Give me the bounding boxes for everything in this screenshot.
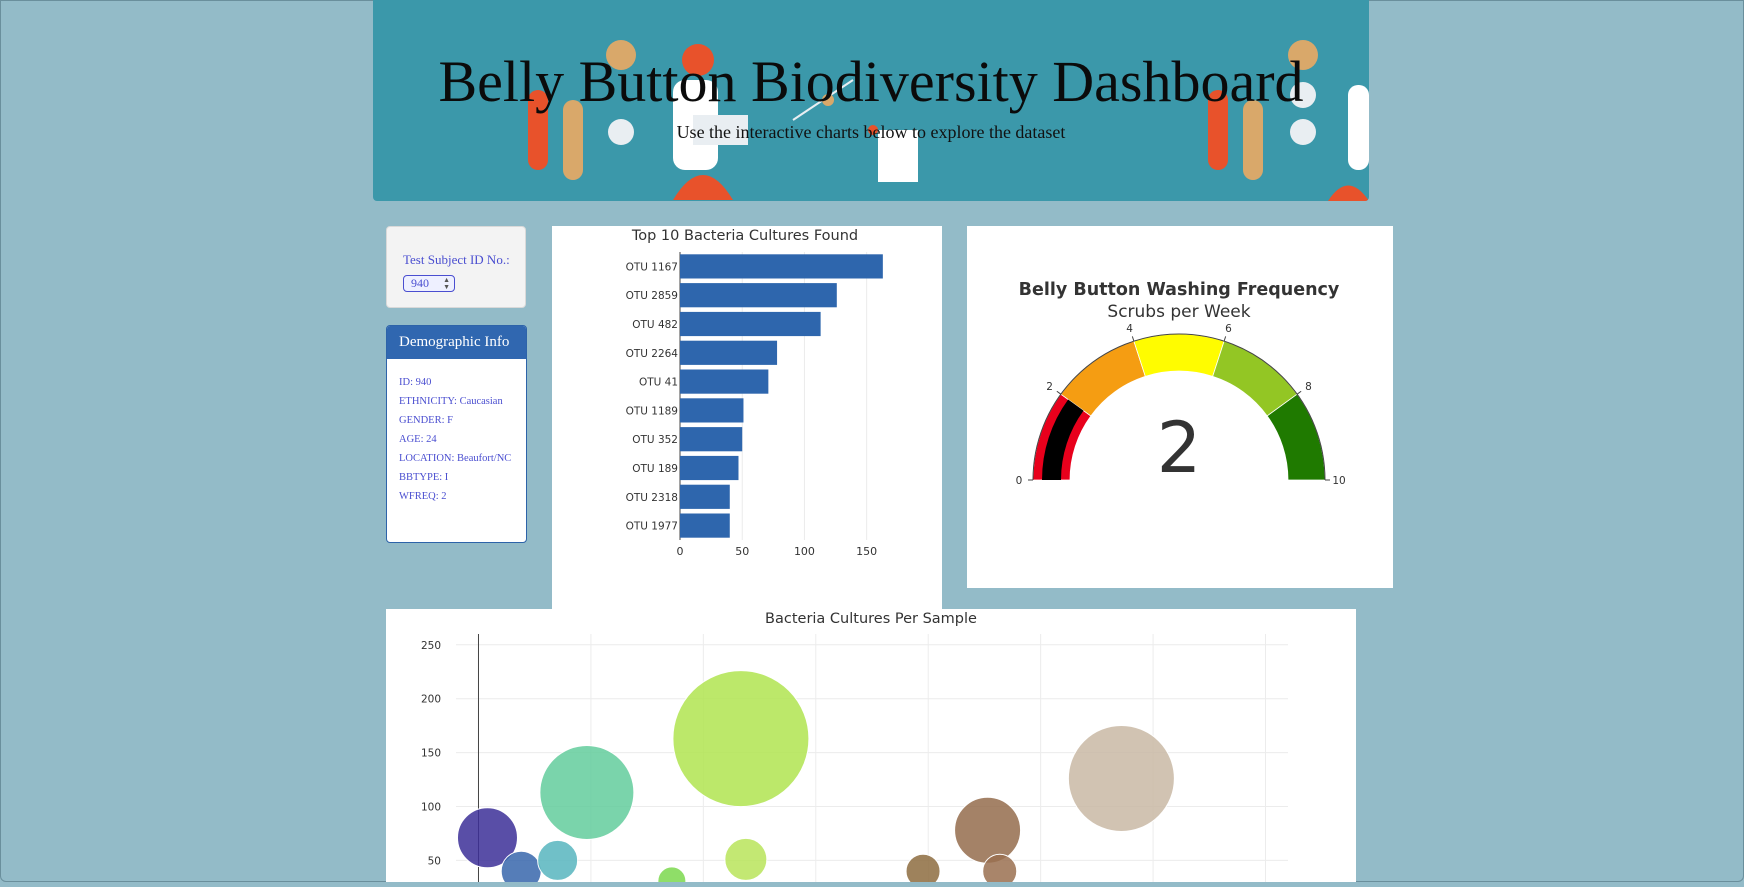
bar [680, 427, 743, 452]
scientist-head [682, 44, 714, 76]
bar [680, 311, 821, 337]
test-tube-icon [1243, 100, 1263, 180]
subject-selector-label: Test Subject ID No.: [403, 252, 510, 267]
gauge-tick-label: 0 [1016, 475, 1023, 487]
bubble-chart-title: Bacteria Cultures Per Sample [765, 611, 977, 627]
demographic-info-body: ID: 940 ETHNICITY: Caucasian GENDER: F A… [387, 359, 526, 502]
bar-category-label: OTU 2264 [626, 348, 679, 360]
bubble-y-tick-label: 100 [421, 802, 441, 814]
bar-x-tick-label: 150 [856, 545, 877, 558]
molecule-icon [822, 94, 834, 106]
bar-category-label: OTU 41 [639, 377, 678, 389]
demo-ethnicity: ETHNICITY: Caucasian [399, 396, 503, 407]
bubble-chart-panel: Bacteria Cultures Per Sample 50 100 150 200 2… [386, 609, 1356, 887]
subject-id-dropdown[interactable]: 940 ▲ ▼ [403, 275, 455, 292]
page-subtitle: Use the interactive charts below to expl… [676, 122, 1066, 142]
gauge-tick-label: 4 [1126, 323, 1133, 335]
bubble [982, 853, 1018, 887]
bubble-y-tick-label: 50 [428, 855, 441, 867]
bar-category-label: OTU 482 [632, 319, 678, 331]
test-tube-icon [528, 90, 548, 170]
demographic-info-title: Demographic Info [387, 326, 526, 359]
pill-icon [608, 119, 634, 145]
bar-chart: Top 10 Bacteria Cultures Found 0 50 100 150 O… [626, 228, 883, 558]
gauge-tick-label: 10 [1332, 475, 1345, 487]
chevron-up-down-icon: ▲ ▼ [443, 276, 450, 291]
bar-category-label: OTU 1977 [626, 521, 678, 533]
laptop-icon [693, 115, 748, 145]
bar [680, 455, 739, 481]
bubble-y-tick-label: 200 [421, 694, 441, 706]
gauge-tick [1296, 390, 1302, 395]
bar [680, 398, 744, 423]
pill-icon [606, 40, 636, 70]
bar-x-tick-label: 50 [735, 545, 749, 558]
page-title: Belly Button Biodiversity Dashboard [438, 49, 1304, 114]
bubble [539, 745, 635, 841]
gauge-tick-label: 8 [1305, 381, 1312, 393]
bar-x-tick-label: 0 [677, 545, 684, 558]
bar-x-tick-label: 100 [794, 545, 815, 558]
pill-icon [1288, 40, 1318, 70]
bubble-y-tick-label: 250 [421, 640, 441, 652]
bar [680, 340, 778, 365]
gauge-title: Belly Button Washing Frequency [1019, 280, 1340, 300]
demo-age: AGE: 24 [399, 434, 437, 445]
bar [680, 484, 730, 509]
bubble [954, 796, 1022, 864]
subject-id-value: 940 [411, 276, 429, 290]
bubble [537, 839, 579, 881]
gauge-tick-label: 2 [1046, 381, 1053, 393]
bar-chart-title: Top 10 Bacteria Cultures Found [631, 228, 858, 244]
bar-category-label: OTU 1189 [626, 405, 678, 417]
bar-category-label: OTU 352 [632, 434, 678, 446]
bubble [905, 853, 941, 887]
demo-bbtype: BBTYPE: I [399, 472, 449, 483]
gauge-step [1133, 333, 1225, 377]
bubble-chart: Bacteria Cultures Per Sample 50 100 150 200 2… [421, 611, 1288, 887]
demo-wfreq: WFREQ: 2 [399, 491, 447, 502]
demo-location: LOCATION: Beaufort/NC [399, 453, 512, 464]
bar [680, 369, 769, 394]
gauge-tick [1056, 390, 1062, 395]
gauge-tick-label: 6 [1225, 323, 1232, 335]
bar [680, 283, 837, 308]
test-tube-icon [563, 100, 583, 180]
demo-gender: GENDER: F [399, 415, 453, 426]
gauge-chart-panel: Belly Button Washing Frequency Scrubs per… [967, 226, 1393, 588]
gauge-subtitle: Scrubs per Week [1107, 302, 1250, 322]
bar-category-label: OTU 2318 [626, 492, 678, 504]
bar-category-label: OTU 1167 [626, 261, 678, 273]
bubble [724, 837, 768, 881]
bubble [657, 866, 687, 887]
header-banner: Belly Button Biodiversity Dashboard Use … [373, 0, 1369, 201]
bubble [672, 670, 810, 808]
bar-category-label: OTU 2859 [626, 290, 678, 302]
gauge-value-bar [1042, 399, 1084, 480]
test-tube-icon [1208, 90, 1228, 170]
bubble [1067, 724, 1175, 832]
clipboard-icon [878, 130, 918, 182]
gauge-tick [1131, 336, 1135, 342]
header-illustration [528, 40, 1369, 201]
bar-chart-panel: Top 10 Bacteria Cultures Found 0 50 100 150 O… [552, 226, 942, 611]
demographic-info-panel: Demographic Info ID: 940 ETHNICITY: Cauc… [386, 325, 527, 543]
bar-category-label: OTU 189 [632, 463, 678, 475]
bar [680, 513, 730, 538]
bubble-y-tick-label: 150 [421, 748, 441, 760]
gauge-tick [1223, 336, 1227, 342]
chair [673, 175, 733, 200]
bubble [456, 807, 518, 869]
bar [680, 254, 883, 279]
gauge-outline [1032, 333, 1326, 481]
demo-id: ID: 940 [399, 377, 432, 388]
gauge-value-label: 2 [1157, 407, 1202, 489]
subject-selector-panel: Test Subject ID No.: 940 ▲ ▼ [386, 226, 526, 308]
